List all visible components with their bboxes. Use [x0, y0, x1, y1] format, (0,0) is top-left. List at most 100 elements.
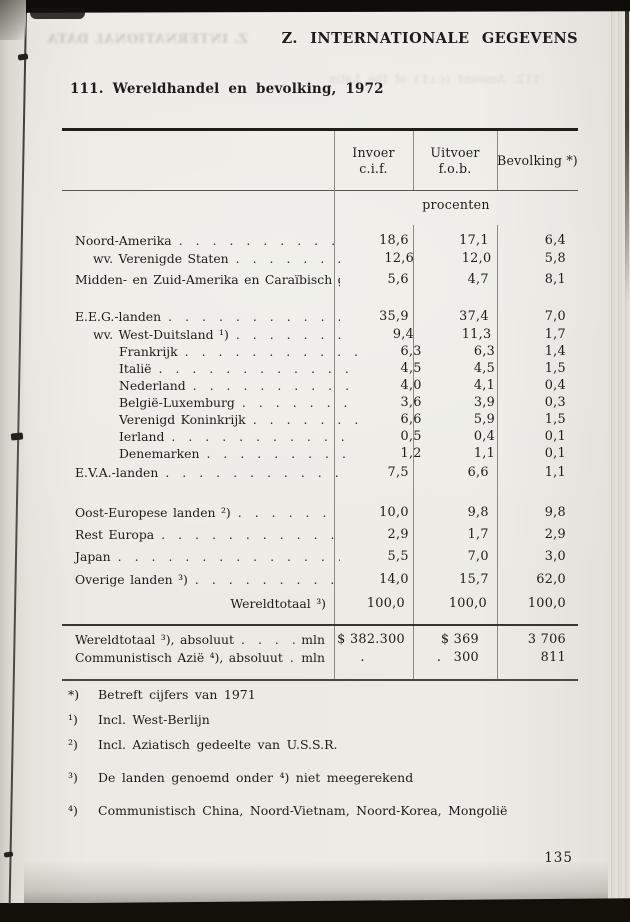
table-row: Rest Europa.............................… — [62, 526, 578, 543]
table-absolute-rows: Wereldtotaal ³), absoluut...............… — [62, 631, 578, 667]
paper-sheet — [0, 11, 630, 903]
value-cell: 35,9 — [379, 309, 409, 324]
value-cell: 100,0 — [527, 596, 566, 611]
row-label-cell: Denemarken..............................… — [62, 445, 359, 462]
column-header-bevolking: Bevolking *) — [497, 138, 578, 184]
value-cell: 2,9 — [544, 527, 566, 542]
column-header-invoer: Invoer c.i.f. — [334, 138, 413, 184]
value-cell: . — [413, 649, 497, 667]
bottom-shadow — [0, 861, 630, 903]
footnote-text: Betreft cijfers van 1971 — [98, 687, 256, 702]
value-cell: 811 — [540, 650, 566, 665]
column-divider — [497, 131, 498, 190]
value-cell: $ 382.300 — [337, 632, 405, 647]
column-header-line: c.i.f. — [359, 161, 388, 176]
value-cell: 4,5 — [400, 361, 422, 376]
scanner-bar-top — [0, 0, 630, 13]
dot-leader: ........................................… — [161, 527, 340, 542]
footnote-marker: ¹) — [68, 712, 78, 727]
value-cell: 7,0 — [544, 309, 566, 324]
footnote-text: De landen genoemd onder ⁴) niet meegerek… — [98, 770, 414, 785]
row-label: Midden- en Zuid-Amerika en Caraïbisch ge… — [75, 272, 340, 287]
value-cell: 3,9 — [473, 395, 496, 410]
footnote-marker: ⁴) — [68, 803, 78, 818]
value-cell: 6,6 — [467, 465, 489, 480]
row-label: Denemarken — [119, 446, 200, 461]
value-cell: 1,2 — [400, 446, 422, 461]
table-top-rule — [62, 128, 578, 131]
dot-leader: ........................................… — [158, 361, 360, 376]
row-label-cell: E.E.G.-landen...........................… — [62, 308, 340, 325]
table-row: Oost-Europese landen ²).................… — [62, 504, 578, 521]
table-row: Wereldtotaal ³) 100,0 100,0 100,0 — [62, 595, 578, 612]
column-header-line: f.o.b. — [438, 161, 472, 176]
value-cell: 12,0 — [461, 251, 492, 266]
dot-leader: ........................................… — [194, 572, 340, 587]
statistics-table: Invoer c.i.f. Uitvoer f.o.b. Bevolking *… — [62, 128, 578, 681]
row-label-cell: E.V.A.-landen...........................… — [62, 464, 340, 481]
table-header-rule — [62, 190, 578, 191]
table-row: E.V.A.-landen...........................… — [62, 464, 578, 481]
table-row: E.E.G.-landen...........................… — [62, 308, 578, 325]
dot-leader: ........................................… — [171, 429, 359, 444]
table-row: Japan...................................… — [62, 548, 578, 565]
no-data-dot: . — [436, 650, 442, 665]
value-cell: 37,4 — [459, 309, 489, 324]
scanner-bar-notch — [30, 8, 85, 19]
value-cell: 3,6 — [400, 395, 422, 410]
value-cell: 12,6 — [384, 251, 415, 266]
row-label-cell: Verenigd Koninkrijk.....................… — [62, 411, 359, 428]
row-label-cell: wv. Verenigde Staten....................… — [62, 250, 348, 267]
row-label-cell: Japan...................................… — [62, 548, 340, 565]
dot-leader: ........................................… — [241, 632, 295, 647]
dot-leader: ........................................… — [241, 395, 360, 410]
row-label-cell: Wereldtotaal ³) — [62, 595, 334, 612]
table-absolute-row: Wereldtotaal ³), absoluut...............… — [62, 631, 578, 665]
row-label: Frankrijk — [119, 344, 178, 359]
footnote-line: ³) De landen genoemd onder ⁴) niet meeger… — [68, 770, 588, 786]
column-divider — [497, 626, 498, 679]
row-label: Oost-Europese landen ²) — [75, 505, 231, 520]
value-cell: 1,5 — [544, 412, 566, 427]
column-divider — [334, 131, 335, 624]
footnote-text: Communistisch China, Noord-Vietnam, Noor… — [98, 803, 508, 818]
row-label: Rest Europa — [75, 527, 155, 542]
value-cell: 6,3 — [400, 344, 422, 359]
value-cell: 100,0 — [366, 596, 405, 611]
table-row: België-Luxemburg........................… — [62, 394, 578, 411]
value-cell: 3 706 — [527, 632, 566, 647]
footnote-line: *) Betreft cijfers van 1971 — [68, 687, 588, 703]
column-divider — [334, 626, 335, 679]
footnote-text: Incl. West-Berlijn — [98, 712, 210, 727]
table-rows: Noord-Amerika...........................… — [62, 232, 578, 612]
row-label: wv. Verenigde Staten — [93, 251, 229, 266]
value-cell: 0,3 — [544, 395, 566, 410]
value-cell: 15,7 — [459, 572, 489, 587]
column-divider — [497, 225, 498, 624]
value-cell: 6,6 — [400, 412, 422, 427]
column-divider — [413, 626, 414, 679]
row-label-cell: Midden- en Zuid-Amerika en Caraïbisch ge… — [62, 271, 340, 288]
value-cell: 9,8 — [467, 505, 489, 520]
table-title: 111. Wereldhandel en bevolking, 1972 — [70, 81, 384, 97]
value-cell: 10,0 — [379, 505, 409, 520]
row-label-cell: Oost-Europese landen ²).................… — [62, 504, 340, 521]
value-cell: 0,4 — [544, 378, 566, 393]
value-cell: 100,0 — [448, 596, 487, 611]
value-cell: 0,1 — [544, 429, 566, 444]
footnote-line: ⁴) Communistisch China, Noord-Vietnam, No… — [68, 803, 588, 819]
no-data-dot: . — [360, 650, 365, 665]
table-row: Nederland...............................… — [62, 377, 578, 394]
unit-label: mln — [301, 650, 325, 665]
value-cell: 5,6 — [387, 272, 409, 287]
table-row: Denemarken..............................… — [62, 445, 578, 462]
value-cell: 11,3 — [461, 327, 492, 342]
dot-leader: ........................................… — [252, 412, 359, 427]
right-edge-shadow — [625, 11, 629, 301]
row-label-cell: Frankrijk...............................… — [62, 343, 359, 360]
value-cell: 4,5 — [473, 361, 496, 376]
row-label: wv. West-Duitsland ¹) — [93, 327, 229, 342]
value-cell: 4,7 — [467, 272, 489, 287]
top-left-corner-shadow — [0, 0, 26, 40]
value-cell: 0,4 — [473, 429, 496, 444]
